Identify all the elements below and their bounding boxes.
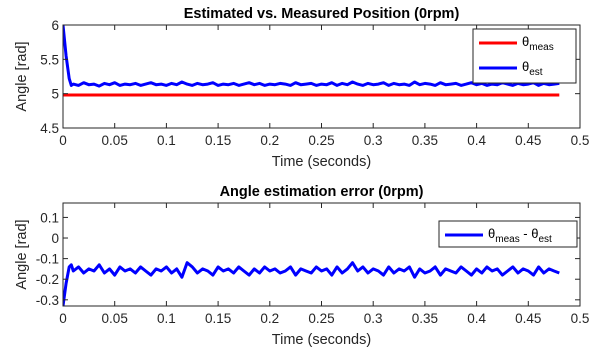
top-x-tick-label: 0.25 — [308, 133, 334, 148]
top-x-tick-label: 0.5 — [571, 133, 590, 148]
bottom-x-tick-label: 0.3 — [364, 311, 383, 326]
top-y-axis-label: Angle [rad] — [14, 41, 30, 111]
bottom-x-axis-label: Time (seconds) — [272, 332, 371, 348]
legend-subscript: meas — [495, 234, 519, 245]
top-x-tick-label: 0.05 — [102, 133, 128, 148]
bottom-legend: θmeas - θest — [438, 220, 578, 248]
bottom-series-line-0 — [63, 261, 560, 306]
bottom-y-tick-label: 0.1 — [40, 210, 59, 225]
bottom-legend-label-0: θmeas - θest — [488, 226, 552, 245]
legend-theta: θ — [488, 226, 495, 241]
bottom-x-tick-label: 0.2 — [260, 311, 279, 326]
top-chart-title: Estimated vs. Measured Position (0rpm) — [184, 6, 460, 22]
top-legend-box — [472, 28, 577, 84]
bottom-x-tick-label: 0.1 — [157, 311, 176, 326]
legend-theta: θ — [522, 34, 529, 49]
top-y-tick-label: 5 — [51, 87, 59, 102]
legend-subscript: meas — [529, 42, 553, 53]
top-x-tick-label: 0 — [59, 133, 67, 148]
bottom-y-tick-label: 0 — [51, 231, 59, 246]
bottom-y-tick-label: -0.1 — [36, 252, 59, 267]
chart-top: 0 0.05 0.1 0.15 0.2 0.25 0.3 0.35 0.4 0.45 0.5 4.5 5… — [14, 6, 589, 170]
top-x-tick-label: 0.1 — [157, 133, 176, 148]
bottom-series-group — [63, 261, 560, 306]
bottom-x-tick-label: 0 — [59, 311, 67, 326]
bottom-y-tick-label: -0.3 — [36, 293, 59, 308]
bottom-x-tick-label: 0.15 — [205, 311, 231, 326]
bottom-chart-title: Angle estimation error (0rpm) — [220, 184, 424, 200]
legend-subscript: est — [538, 234, 552, 245]
bottom-x-tick-label: 0.05 — [102, 311, 128, 326]
top-legend-label-1: θest — [522, 59, 543, 78]
legend-subscript: est — [529, 67, 543, 78]
top-series-line-1 — [63, 25, 560, 88]
top-x-tick-label: 0.45 — [515, 133, 541, 148]
top-series-group — [63, 25, 560, 97]
bottom-y-axis-label: Angle [rad] — [14, 219, 30, 289]
top-legend-label-0: θmeas — [522, 34, 554, 53]
top-x-tick-label: 0.2 — [260, 133, 279, 148]
bottom-x-tick-label: 0.45 — [515, 311, 541, 326]
bottom-x-tick-label: 0.4 — [467, 311, 486, 326]
top-x-tick-label: 0.3 — [364, 133, 383, 148]
top-x-axis-label: Time (seconds) — [272, 154, 371, 170]
top-x-tick-label: 0.4 — [467, 133, 486, 148]
bottom-plot-area — [63, 203, 580, 306]
bottom-x-tick-label: 0.25 — [308, 311, 334, 326]
legend-theta: θ — [522, 59, 529, 74]
top-y-tick-label: 4.5 — [40, 121, 59, 136]
bottom-x-tick-label: 0.5 — [571, 311, 590, 326]
top-x-tick-label: 0.35 — [412, 133, 438, 148]
top-y-tick-label: 6 — [51, 18, 59, 33]
top-x-tick-label: 0.15 — [205, 133, 231, 148]
bottom-y-tick-label: -0.2 — [36, 272, 59, 287]
bottom-x-tick-label: 0.35 — [412, 311, 438, 326]
chart-bottom: 0 0.05 0.1 0.15 0.2 0.25 0.3 0.35 0.4 0.45 0.5 -0.3… — [14, 184, 589, 348]
legend-mid: - θ — [520, 226, 539, 241]
top-y-tick-label: 5.5 — [40, 52, 59, 67]
